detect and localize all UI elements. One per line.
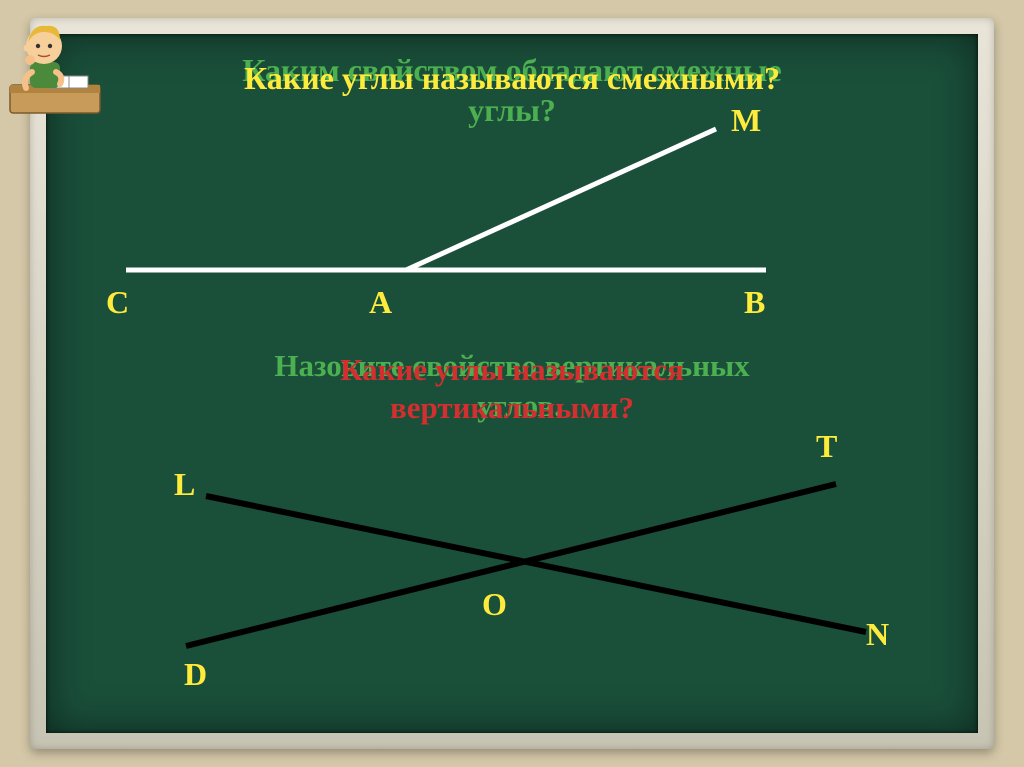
- diagram-vertical-angles: [46, 34, 976, 734]
- chalkboard: Каким свойством обладают смежные Какие у…: [46, 34, 978, 733]
- student-illustration: [2, 0, 112, 120]
- label-T: T: [816, 428, 837, 465]
- segment-DT: [186, 484, 836, 646]
- segment-LN: [206, 496, 866, 632]
- label-N: N: [866, 616, 889, 653]
- board-frame: Каким свойством обладают смежные Какие у…: [30, 18, 994, 749]
- label-O: O: [482, 586, 507, 623]
- label-D: D: [184, 656, 207, 693]
- label-L: L: [174, 466, 195, 503]
